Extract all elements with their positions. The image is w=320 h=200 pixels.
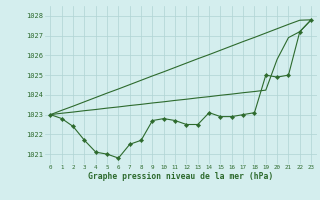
X-axis label: Graphe pression niveau de la mer (hPa): Graphe pression niveau de la mer (hPa) <box>88 172 273 181</box>
